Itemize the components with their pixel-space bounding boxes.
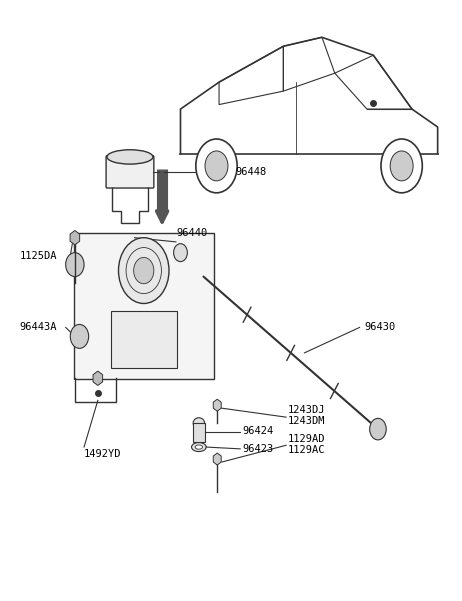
Text: 1129AC: 1129AC <box>287 445 325 455</box>
Text: 96430: 96430 <box>364 322 395 332</box>
Circle shape <box>390 151 413 181</box>
Ellipse shape <box>195 445 202 449</box>
FancyBboxPatch shape <box>106 156 154 188</box>
Circle shape <box>370 418 386 440</box>
FancyBboxPatch shape <box>111 311 177 367</box>
FancyBboxPatch shape <box>74 234 213 379</box>
Circle shape <box>118 237 169 304</box>
Text: 1243DM: 1243DM <box>287 416 325 426</box>
Circle shape <box>174 243 188 261</box>
Text: 96440: 96440 <box>176 228 207 237</box>
Ellipse shape <box>193 418 205 429</box>
Text: 1243DJ: 1243DJ <box>287 405 325 415</box>
FancyBboxPatch shape <box>193 423 205 442</box>
Circle shape <box>134 257 154 284</box>
Text: 96448: 96448 <box>236 167 267 177</box>
Circle shape <box>381 139 422 193</box>
Circle shape <box>66 252 84 276</box>
Circle shape <box>196 139 237 193</box>
Text: 1492YD: 1492YD <box>84 449 122 459</box>
Text: 1125DA: 1125DA <box>20 251 57 261</box>
Circle shape <box>205 151 228 181</box>
Text: 96443A: 96443A <box>20 322 57 332</box>
Text: 96423: 96423 <box>243 444 274 454</box>
Text: 1129AD: 1129AD <box>287 434 325 444</box>
Ellipse shape <box>192 442 206 451</box>
Ellipse shape <box>107 150 153 164</box>
Text: 96424: 96424 <box>243 426 274 436</box>
Circle shape <box>70 325 89 349</box>
